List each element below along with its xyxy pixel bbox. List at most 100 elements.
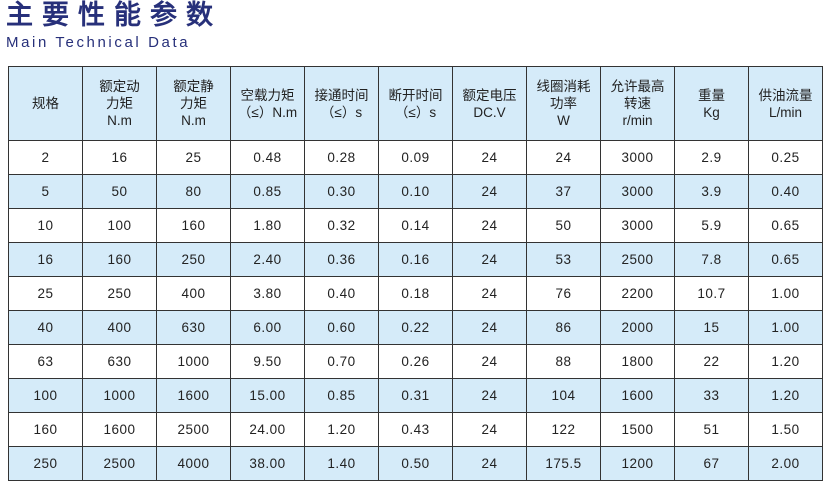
table-cell: 104 (526, 378, 601, 413)
table-cell: 24.00 (230, 412, 305, 447)
table-cell: 24 (452, 208, 527, 243)
column-header-line: 重量 (698, 87, 725, 103)
table-cell: 0.14 (378, 208, 453, 243)
column-header: 额定动 力矩 N.m (82, 66, 157, 141)
table-cell: 24 (452, 174, 527, 209)
table-cell: 3.80 (230, 276, 305, 311)
technical-data-table: 规格 额定动 力矩 N.m 额定静 力矩 N.m 空载力矩 （≤）N.m 接通时间 （≤）s 断开时间… (8, 66, 823, 481)
table-cell: 1600 (82, 412, 157, 447)
table-cell: 0.65 (748, 242, 823, 277)
table-cell: 24 (452, 344, 527, 379)
table-cell: 2000 (600, 310, 675, 345)
table-cell: 5.9 (674, 208, 749, 243)
table-cell: 25 (8, 276, 83, 311)
table-row: 16 160 250 2.40 0.36 0.16 24 53 2500 7.8 0.65 (8, 242, 823, 277)
table-cell: 3000 (600, 208, 675, 243)
table-row: 40 400 630 6.00 0.60 0.22 24 86 2000 15 1.00 (8, 310, 823, 345)
table-cell: 37 (526, 174, 601, 209)
column-header-line: （≤）N.m (237, 104, 298, 120)
table-cell: 51 (674, 412, 749, 447)
table-cell: 250 (156, 242, 231, 277)
table-cell: 160 (156, 208, 231, 243)
table-cell: 250 (82, 276, 157, 311)
table-cell: 160 (82, 242, 157, 277)
table-row: 5 50 80 0.85 0.30 0.10 24 37 3000 3.9 0.40 (8, 174, 823, 209)
table-cell: 80 (156, 174, 231, 209)
table-cell: 0.70 (304, 344, 379, 379)
table-cell: 1.40 (304, 446, 379, 481)
column-header-line: 空载力矩 (240, 87, 295, 103)
table-cell: 1000 (156, 344, 231, 379)
table-cell: 16 (82, 140, 157, 175)
table-cell: 24 (452, 140, 527, 175)
page-subtitle: Main Technical Data (6, 34, 191, 51)
table-cell: 2500 (600, 242, 675, 277)
table-cell: 1600 (600, 378, 675, 413)
table-cell: 24 (452, 446, 527, 481)
column-header-line: 允许最高 (610, 79, 665, 94)
table-cell: 0.60 (304, 310, 379, 345)
table-cell: 0.22 (378, 310, 453, 345)
table-cell: 3000 (600, 174, 675, 209)
column-header: 规格 (8, 66, 83, 141)
column-header-line: DC.V (473, 104, 506, 120)
table-cell: 0.50 (378, 446, 453, 481)
table-cell: 0.31 (378, 378, 453, 413)
column-header-line: W (557, 113, 570, 128)
table-cell: 1200 (600, 446, 675, 481)
column-header-line: 额定静 (173, 79, 214, 94)
table-cell: 33 (674, 378, 749, 413)
column-header-line: （≤）s (320, 104, 363, 120)
column-header-line: 断开时间 (388, 87, 443, 103)
table-cell: 4000 (156, 446, 231, 481)
table-cell: 0.36 (304, 242, 379, 277)
column-header-line: Kg (703, 104, 720, 120)
table-cell: 24 (452, 378, 527, 413)
table-cell: 50 (82, 174, 157, 209)
table-cell: 9.50 (230, 344, 305, 379)
table-cell: 400 (156, 276, 231, 311)
table-cell: 24 (452, 276, 527, 311)
table-cell: 88 (526, 344, 601, 379)
table-cell: 2500 (156, 412, 231, 447)
table-cell: 0.25 (748, 140, 823, 175)
column-header: 供油流量 L/min (748, 66, 823, 141)
table-row: 100 1000 1600 15.00 0.85 0.31 24 104 1600 33 1.20 (8, 378, 823, 413)
table-cell: 7.8 (674, 242, 749, 277)
table-cell: 0.85 (230, 174, 305, 209)
table-cell: 24 (452, 310, 527, 345)
column-header-line: 规格 (32, 96, 59, 111)
column-header-line: 线圈消耗 (536, 79, 591, 94)
table-cell: 2500 (82, 446, 157, 481)
table-cell: 1800 (600, 344, 675, 379)
table-cell: 1600 (156, 378, 231, 413)
table-cell: 100 (8, 378, 83, 413)
table-cell: 175.5 (526, 446, 601, 481)
table-cell: 0.10 (378, 174, 453, 209)
table-cell: 0.09 (378, 140, 453, 175)
column-header-line: N.m (107, 113, 132, 128)
table-row: 25 250 400 3.80 0.40 0.18 24 76 2200 10.7 1.00 (8, 276, 823, 311)
table-cell: 5 (8, 174, 83, 209)
table-cell: 0.26 (378, 344, 453, 379)
column-header: 断开时间 （≤）s (378, 66, 453, 141)
column-header-line: 转速 (624, 96, 651, 111)
table-cell: 1.20 (304, 412, 379, 447)
table-cell: 1.80 (230, 208, 305, 243)
column-header-line: 额定动 (99, 79, 140, 94)
table-cell: 0.16 (378, 242, 453, 277)
column-header-line: r/min (622, 113, 653, 128)
table-cell: 400 (82, 310, 157, 345)
table-cell: 0.85 (304, 378, 379, 413)
table-cell: 24 (526, 140, 601, 175)
table-cell: 1.20 (748, 344, 823, 379)
table-cell: 2.40 (230, 242, 305, 277)
table-cell: 0.28 (304, 140, 379, 175)
table-cell: 25 (156, 140, 231, 175)
column-header: 空载力矩 （≤）N.m (230, 66, 305, 141)
table-cell: 3.9 (674, 174, 749, 209)
table-cell: 1.50 (748, 412, 823, 447)
table-cell: 630 (156, 310, 231, 345)
table-cell: 630 (82, 344, 157, 379)
table-cell: 160 (8, 412, 83, 447)
